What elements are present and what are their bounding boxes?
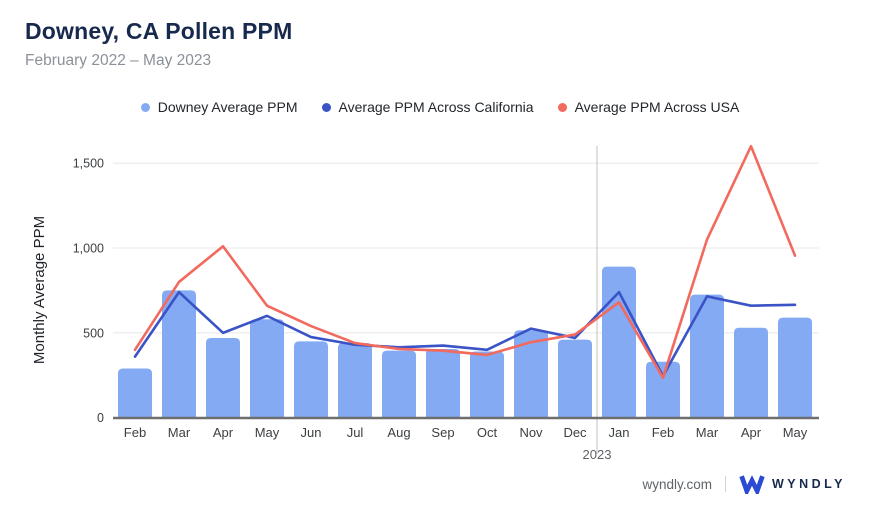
x-tick-label-5-jul: Jul <box>347 425 364 440</box>
bar-downey-10-dec <box>558 339 592 418</box>
wyndly-w-icon <box>739 475 765 494</box>
legend-dot-california <box>321 102 331 112</box>
x-tick-label-13-mar: Mar <box>696 425 719 440</box>
year-label: 2023 <box>583 447 612 462</box>
legend-dot-usa <box>557 102 567 112</box>
x-tick-label-2-apr: Apr <box>213 425 234 440</box>
legend-item-california[interactable]: Average PPM Across California <box>321 99 534 115</box>
x-tick-label-7-sep: Sep <box>431 425 454 440</box>
bar-downey-9-nov <box>514 330 548 418</box>
report-header: Downey, CA Pollen PPM February 2022 – Ma… <box>25 18 292 70</box>
bar-downey-6-aug <box>382 350 416 418</box>
page-subtitle: February 2022 – May 2023 <box>25 52 212 69</box>
chart-legend: Downey Average PPM Average PPM Across Ca… <box>0 99 880 115</box>
site-url: wyndly.com <box>642 476 712 492</box>
bar-downey-2-apr <box>206 337 240 418</box>
bar-downey-14-apr <box>734 327 768 418</box>
y-tick-label-0: 0 <box>97 411 104 425</box>
x-tick-label-1-mar: Mar <box>168 425 191 440</box>
bar-downey-12-feb <box>646 361 680 418</box>
legend-label-usa: Average PPM Across USA <box>574 99 740 115</box>
legend-dot-downey <box>140 102 150 112</box>
x-tick-label-15-may: May <box>783 425 808 440</box>
y-tick-label-500: 500 <box>83 326 104 340</box>
x-tick-label-11-jan: Jan <box>609 425 630 440</box>
y-tick-label-1500: 1,500 <box>73 157 104 171</box>
bar-downey-15-may <box>778 317 812 418</box>
bar-downey-0-feb <box>118 368 152 418</box>
legend-item-downey[interactable]: Downey Average PPM <box>140 99 298 115</box>
x-tick-label-6-aug: Aug <box>387 425 410 440</box>
legend-label-downey: Downey Average PPM <box>157 99 298 115</box>
brand-name: WYNDLY <box>771 477 846 491</box>
footer: wyndly.com WYNDLY <box>642 474 846 494</box>
footer-divider <box>724 476 726 492</box>
bar-downey-4-jun <box>294 341 328 418</box>
bar-downey-3-may <box>250 319 284 418</box>
x-tick-label-4-jun: Jun <box>301 425 322 440</box>
x-tick-label-9-nov: Nov <box>519 425 543 440</box>
line-california <box>133 290 797 378</box>
x-tick-label-3-may: May <box>255 425 280 440</box>
x-tick-label-12-feb: Feb <box>652 425 674 440</box>
bar-downey-7-sep <box>426 348 460 418</box>
bar-downey-1-mar <box>162 290 196 418</box>
x-tick-label-10-dec: Dec <box>563 425 587 440</box>
brand-logo: WYNDLY <box>739 474 846 494</box>
legend-label-california: Average PPM Across California <box>338 99 534 115</box>
bar-downey-13-mar <box>690 294 724 418</box>
bar-downey-8-oct <box>470 351 504 418</box>
x-tick-label-8-oct: Oct <box>477 425 498 440</box>
x-tick-label-14-apr: Apr <box>741 425 762 440</box>
line-usa <box>133 144 797 380</box>
y-tick-label-1000: 1,000 <box>73 242 104 256</box>
y-axis-label: Monthly Average PPM <box>31 216 48 364</box>
legend-item-usa[interactable]: Average PPM Across USA <box>557 99 740 115</box>
x-tick-label-0-feb: Feb <box>124 425 146 440</box>
bar-downey-5-jul <box>338 343 372 418</box>
page-title: Downey, CA Pollen PPM <box>25 18 293 44</box>
bar-downey-11-jan <box>602 266 636 418</box>
